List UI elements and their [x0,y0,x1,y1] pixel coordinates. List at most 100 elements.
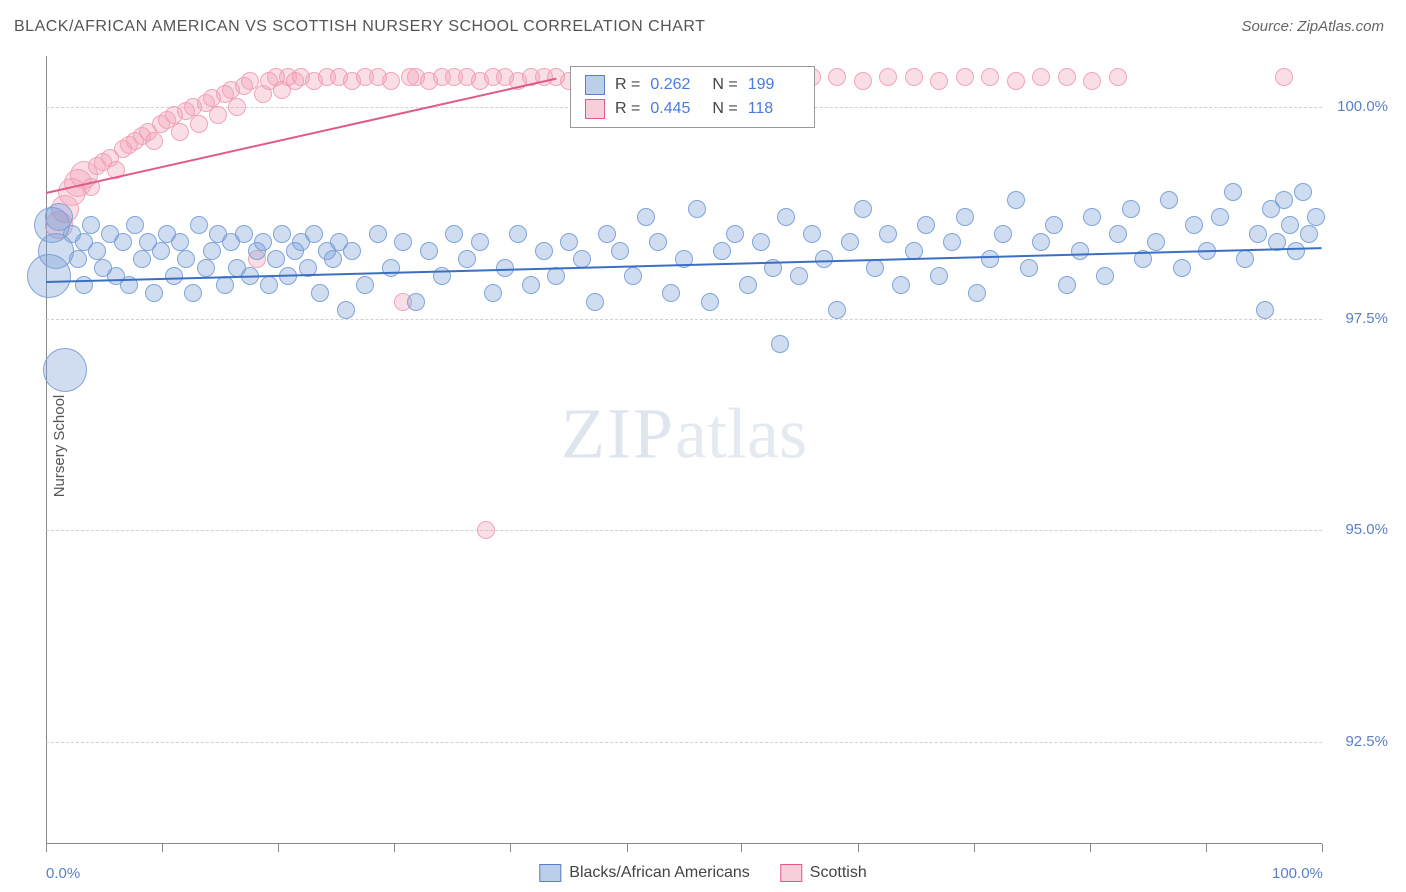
bottom-swatch-a [539,864,561,882]
bottom-swatch-b [780,864,802,882]
scatter-point [1007,191,1025,209]
scatter-point [879,225,897,243]
x-tick [974,844,975,852]
scatter-point [254,233,272,251]
scatter-point [1020,259,1038,277]
scatter-point [1058,68,1076,86]
scatter-point [209,106,227,124]
x-tick [627,844,628,852]
y-tick-label: 97.5% [1345,310,1388,327]
scatter-point [420,242,438,260]
y-tick-label: 92.5% [1345,733,1388,750]
x-tick [510,844,511,852]
legend-n-value-b: 118 [748,100,800,118]
x-tick-label: 100.0% [1272,865,1323,882]
x-tick [741,844,742,852]
scatter-point [445,225,463,243]
legend-swatch-b [585,99,605,119]
scatter-point [930,72,948,90]
scatter-point [184,284,202,302]
scatter-point [190,216,208,234]
scatter-point [203,242,221,260]
scatter-point [1007,72,1025,90]
scatter-point [1300,225,1318,243]
scatter-point [133,250,151,268]
scatter-point [1294,183,1312,201]
scatter-point [968,284,986,302]
legend-row-series-a: R = 0.262 N = 199 [585,73,800,97]
scatter-point [1122,200,1140,218]
scatter-point [803,225,821,243]
scatter-point [216,276,234,294]
scatter-point [228,98,246,116]
scatter-point [1109,68,1127,86]
scatter-point [1109,225,1127,243]
scatter-point [27,254,71,298]
x-tick [162,844,163,852]
legend-swatch-a [585,75,605,95]
scatter-point [165,267,183,285]
x-tick [46,844,47,852]
scatter-point [879,68,897,86]
scatter-point [235,225,253,243]
scatter-point [866,259,884,277]
scatter-point [649,233,667,251]
scatter-point [1281,216,1299,234]
scatter-point [177,250,195,268]
scatter-point [484,284,502,302]
watermark-part2: atlas [675,394,807,474]
scatter-point [1160,191,1178,209]
scatter-point [828,301,846,319]
scatter-point [337,301,355,319]
scatter-point [471,233,489,251]
scatter-point [522,276,540,294]
scatter-point [1236,250,1254,268]
scatter-point [790,267,808,285]
scatter-point [343,242,361,260]
scatter-point [713,242,731,260]
scatter-point [930,267,948,285]
scatter-point [126,216,144,234]
legend-r-label: R = [615,100,640,118]
scatter-point [1071,242,1089,260]
scatter-point [171,123,189,141]
scatter-point [981,250,999,268]
scatter-point [477,521,495,539]
scatter-point [1083,72,1101,90]
source-attribution: Source: ZipAtlas.com [1241,18,1384,35]
scatter-point [981,68,999,86]
scatter-point [535,242,553,260]
scatter-point [854,200,872,218]
scatter-point [943,233,961,251]
legend-row-series-b: R = 0.445 N = 118 [585,97,800,121]
scatter-point [382,259,400,277]
scatter-point [509,225,527,243]
legend-r-value-a: 0.262 [650,76,702,94]
scatter-point [1173,259,1191,277]
scatter-point [598,225,616,243]
scatter-point [311,284,329,302]
scatter-point [1083,208,1101,226]
x-tick-label: 0.0% [46,865,80,882]
scatter-point [905,68,923,86]
legend-r-label: R = [615,76,640,94]
scatter-point [369,225,387,243]
scatter-point [1058,276,1076,294]
scatter-point [752,233,770,251]
scatter-point [586,293,604,311]
plot-area: ZIPatlas [46,56,1322,844]
scatter-point [1275,68,1293,86]
scatter-point [828,68,846,86]
x-tick [1206,844,1207,852]
scatter-point [75,276,93,294]
watermark-part1: ZIP [561,394,675,474]
scatter-point [145,284,163,302]
scatter-point [267,250,285,268]
scatter-point [1147,233,1165,251]
scatter-point [841,233,859,251]
scatter-point [956,208,974,226]
scatter-point [1185,216,1203,234]
scatter-point [197,259,215,277]
chart-container: BLACK/AFRICAN AMERICAN VS SCOTTISH NURSE… [0,0,1406,892]
bottom-label-a: Blacks/African Americans [569,864,750,882]
